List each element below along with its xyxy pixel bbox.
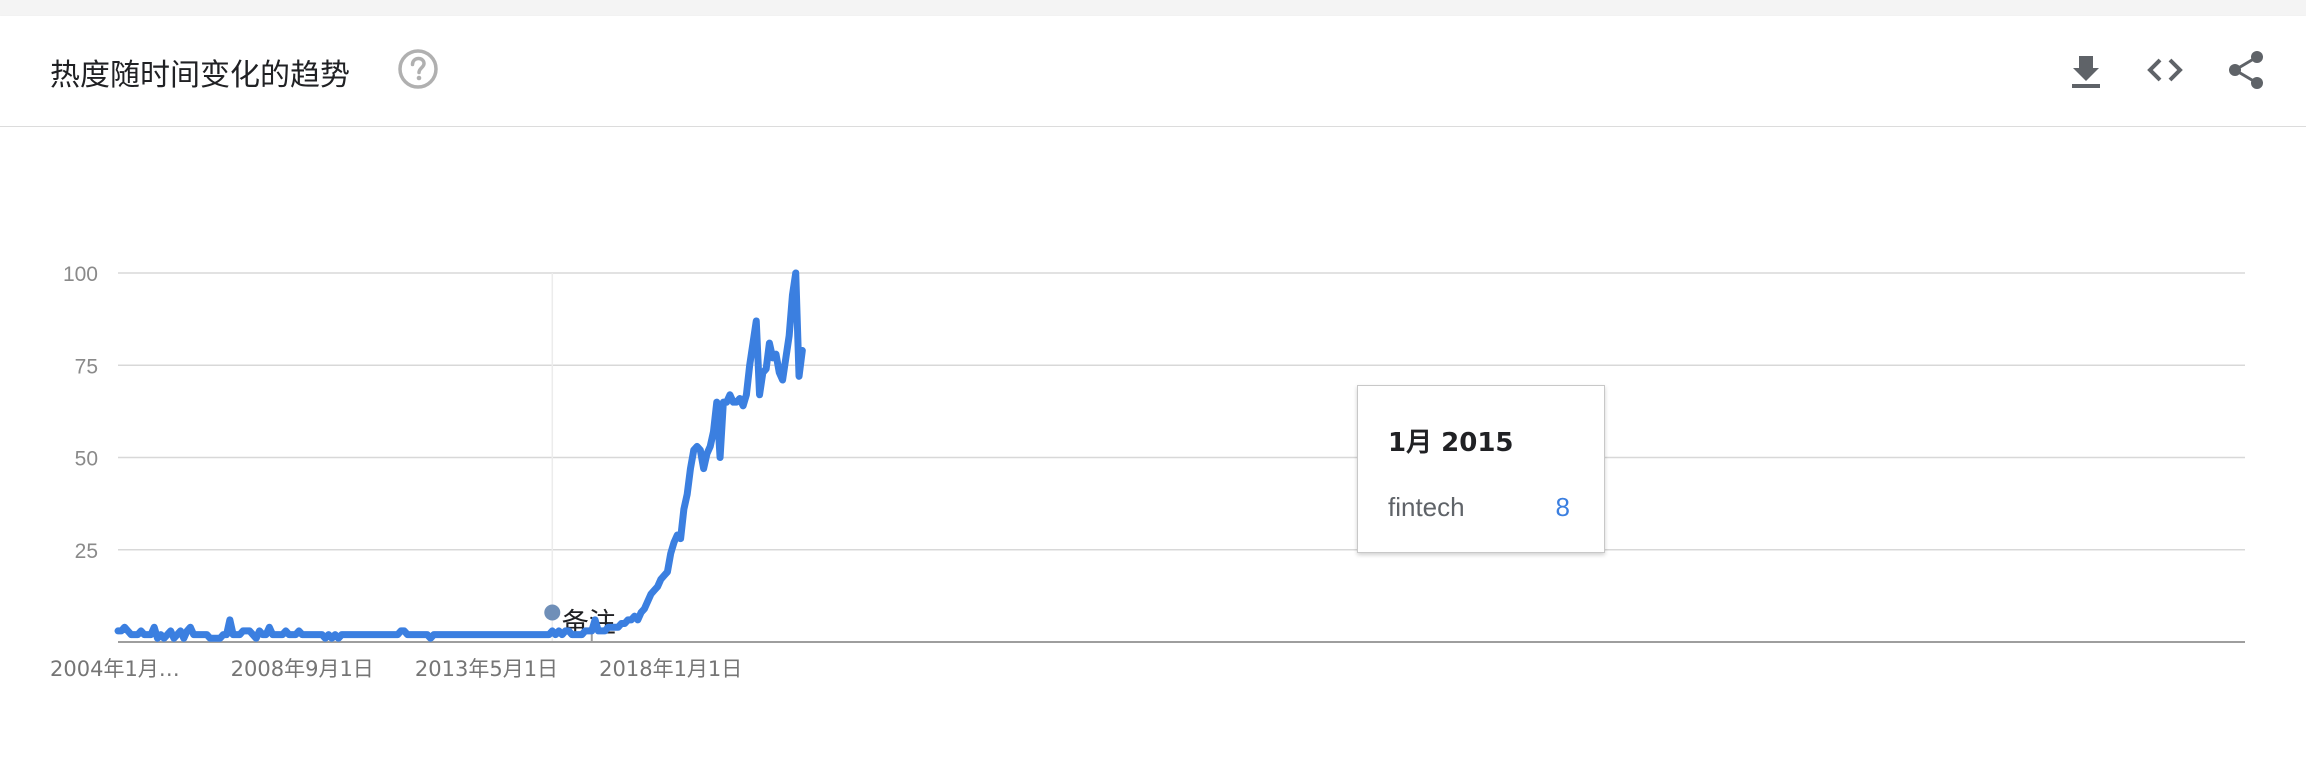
code-embed-icon[interactable] — [2141, 46, 2189, 94]
tooltip-date: 1月 2015 — [1388, 428, 1514, 458]
series-line-fintech[interactable] — [114, 269, 806, 642]
y-tick-label-25: 25 — [75, 540, 98, 563]
y-tick-label-75: 75 — [75, 355, 98, 378]
x-tick-label-2: 2013年5月1日 — [415, 657, 558, 681]
card-title: 热度随时间变化的趋势 — [50, 58, 350, 93]
tooltip-value: 8 — [1555, 492, 1570, 522]
grid-lines — [118, 272, 2245, 551]
y-tick-label-50: 50 — [75, 448, 98, 471]
x-tick-label-3: 2018年1月1日 — [599, 657, 742, 681]
x-tick-label-0: 2004年1月… — [50, 657, 180, 681]
tooltip-term: fintech — [1388, 492, 1465, 522]
x-tick-label-1: 2008年9月1日 — [231, 657, 374, 681]
tooltip: 1月 2015 fintech 8 — [1357, 385, 1605, 553]
download-icon[interactable] — [2062, 46, 2110, 94]
help-circle-icon[interactable] — [396, 47, 440, 91]
card-header: 热度随时间变化的趋势 — [0, 16, 2306, 127]
y-tick-label-100: 100 — [63, 263, 98, 286]
share-icon[interactable] — [2222, 46, 2270, 94]
hover-point — [544, 604, 561, 621]
trend-card: 热度随时间变化的趋势 25 50 75 100 备注 — [0, 16, 2306, 766]
y-axis-ticks: 25 50 75 100 — [63, 263, 98, 563]
x-axis-ticks: 2004年1月… 2008年9月1日 2013年5月1日 2018年1月1日 — [50, 657, 742, 681]
